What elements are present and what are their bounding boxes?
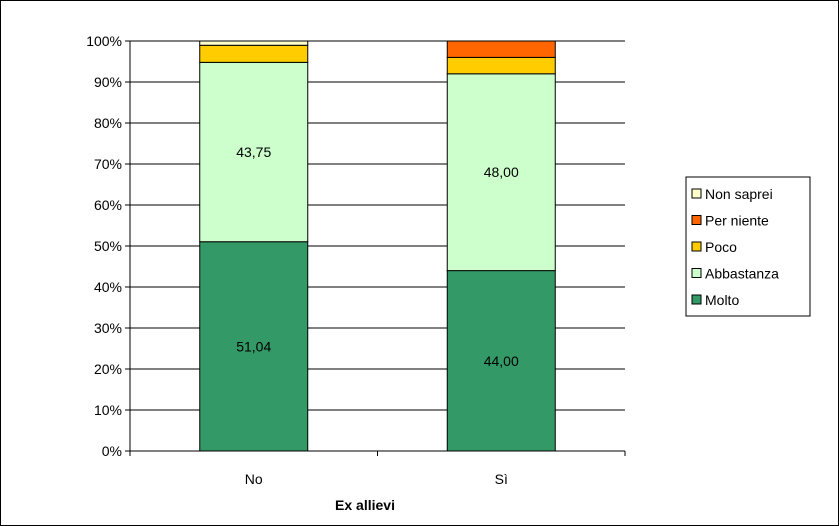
legend: Non saprei Per niente Poco Abbastanza Molto	[685, 176, 811, 317]
x-axis-ticks: No Sì	[129, 451, 626, 487]
y-tick-label: 0%	[102, 443, 122, 459]
y-tick-label: 90%	[94, 74, 122, 90]
legend-entry: Molto	[705, 292, 739, 308]
legend-entry: Non saprei	[705, 186, 773, 202]
y-tick-label: 40%	[94, 279, 122, 295]
bar-segment	[199, 61, 309, 243]
y-tick-label: 80%	[94, 115, 122, 131]
y-tick-label: 20%	[94, 361, 122, 377]
data-label: 43,75	[236, 144, 271, 160]
bar-segment	[199, 241, 309, 452]
bar-segment	[446, 73, 556, 272]
y-tick-label: 10%	[94, 402, 122, 418]
bar-stacks: 51,04 43,75 44,00 48,00	[199, 40, 556, 452]
legend-swatch	[691, 241, 702, 252]
legend-swatch	[691, 268, 702, 278]
data-label: 44,00	[484, 353, 519, 369]
bar-segment	[446, 270, 556, 452]
bar-segment	[446, 56, 556, 75]
legend-entry: Abbastanza	[705, 266, 779, 282]
x-tick-label: No	[245, 471, 263, 487]
y-tick-label: 30%	[94, 320, 122, 336]
legend-entry: Poco	[705, 239, 737, 255]
y-tick-label: 50%	[94, 238, 122, 254]
legend-entry: Per niente	[705, 213, 769, 229]
legend-swatch	[691, 188, 702, 199]
bar-segment	[199, 44, 309, 63]
bar-segment	[446, 40, 556, 58]
bar-segment	[199, 40, 309, 46]
y-tick-label: 100%	[86, 33, 122, 49]
y-tick-label: 70%	[94, 156, 122, 172]
legend-swatch	[691, 294, 702, 305]
x-axis-title: Ex allievi	[335, 497, 395, 513]
y-axis-ticks: 0% 10% 20% 30% 40% 50% 60% 70% 80% 90% 100%	[86, 33, 130, 459]
data-label: 51,04	[236, 338, 271, 354]
data-label: 48,00	[484, 164, 519, 180]
y-tick-label: 60%	[94, 197, 122, 213]
x-tick-label: Sì	[495, 471, 508, 487]
legend-swatch	[691, 215, 702, 225]
legend-box	[685, 176, 811, 317]
